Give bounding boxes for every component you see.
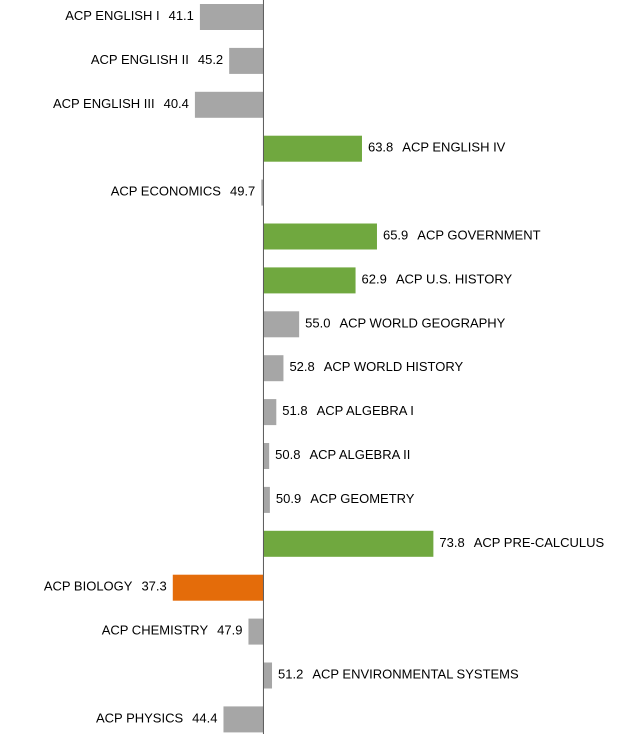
bar: [263, 223, 377, 250]
category-label: ACP ALGEBRA II: [309, 447, 410, 462]
value-label: 63.8: [368, 140, 393, 155]
bar-label: 52.8 ACP WORLD HISTORY: [289, 360, 463, 375]
category-label: ACP ALGEBRA I: [317, 404, 414, 419]
value-label: 50.8: [275, 447, 300, 462]
value-label: 47.9: [217, 623, 242, 638]
bar-label: 65.9 ACP GOVERNMENT: [383, 228, 541, 243]
bar: [263, 443, 270, 469]
category-label: ACP WORLD GEOGRAPHY: [339, 316, 505, 331]
bar: [172, 574, 264, 601]
bar-label: 50.9 ACP GEOMETRY: [276, 491, 415, 506]
bar: [263, 355, 284, 382]
bar: [229, 47, 264, 74]
bar-label: ACP BIOLOGY 37.3: [44, 579, 167, 594]
bar: [223, 706, 264, 733]
value-label: 41.1: [169, 8, 194, 23]
bar-label: ACP ECONOMICS 49.7: [111, 184, 256, 199]
value-label: 65.9: [383, 228, 408, 243]
bar-label: ACP ENGLISH I 41.1: [65, 8, 194, 23]
bar: [263, 486, 270, 513]
value-label: 55.0: [305, 316, 330, 331]
bar-label: ACP PHYSICS 44.4: [96, 711, 217, 726]
value-label: 73.8: [439, 535, 464, 550]
value-label: 50.9: [276, 491, 301, 506]
bar-label: 51.2 ACP ENVIRONMENTAL SYSTEMS: [278, 667, 519, 682]
category-label: ACP ENGLISH I: [65, 8, 159, 23]
bar: [263, 135, 362, 162]
category-label: ACP CHEMISTRY: [102, 623, 209, 638]
value-label: 51.2: [278, 667, 303, 682]
value-label: 62.9: [362, 272, 387, 287]
bar: [194, 91, 264, 118]
bar-label: 62.9 ACP U.S. HISTORY: [362, 272, 513, 287]
bar: [261, 179, 264, 206]
bar: [199, 4, 264, 30]
bar: [263, 662, 273, 689]
bar-label: 51.8 ACP ALGEBRA I: [282, 404, 414, 419]
bar: [263, 267, 356, 294]
bar: [263, 399, 277, 426]
bar-label: 73.8 ACP PRE-CALCULUS: [439, 535, 604, 550]
category-label: ACP ENGLISH II: [91, 52, 189, 67]
category-label: ACP GOVERNMENT: [417, 228, 540, 243]
category-label: ACP PRE-CALCULUS: [474, 535, 605, 550]
value-label: 44.4: [192, 711, 217, 726]
value-label: 49.7: [230, 184, 255, 199]
bar-label: 63.8 ACP ENGLISH IV: [368, 140, 506, 155]
category-label: ACP GEOMETRY: [310, 491, 415, 506]
category-label: ACP ENGLISH III: [53, 96, 155, 111]
bar-label: ACP CHEMISTRY 47.9: [102, 623, 243, 638]
bar: [263, 530, 434, 557]
bar-label: ACP ENGLISH III 40.4: [53, 96, 189, 111]
category-label: ACP U.S. HISTORY: [396, 272, 513, 287]
category-label: ACP PHYSICS: [96, 711, 184, 726]
value-label: 52.8: [289, 360, 314, 375]
category-label: ACP WORLD HISTORY: [324, 360, 464, 375]
bar: [248, 618, 264, 645]
category-label: ACP ENVIRONMENTAL SYSTEMS: [312, 667, 519, 682]
bar-label: 55.0 ACP WORLD GEOGRAPHY: [305, 316, 506, 331]
category-label: ACP BIOLOGY: [44, 579, 133, 594]
category-label: ACP ECONOMICS: [111, 184, 222, 199]
value-label: 45.2: [198, 52, 223, 67]
bar: [263, 311, 300, 338]
value-label: 51.8: [282, 404, 307, 419]
category-label: ACP ENGLISH IV: [402, 140, 505, 155]
value-label: 37.3: [141, 579, 166, 594]
value-label: 40.4: [164, 96, 189, 111]
bar-label: ACP ENGLISH II 45.2: [91, 52, 223, 67]
bar-label: 50.8 ACP ALGEBRA II: [275, 447, 410, 462]
